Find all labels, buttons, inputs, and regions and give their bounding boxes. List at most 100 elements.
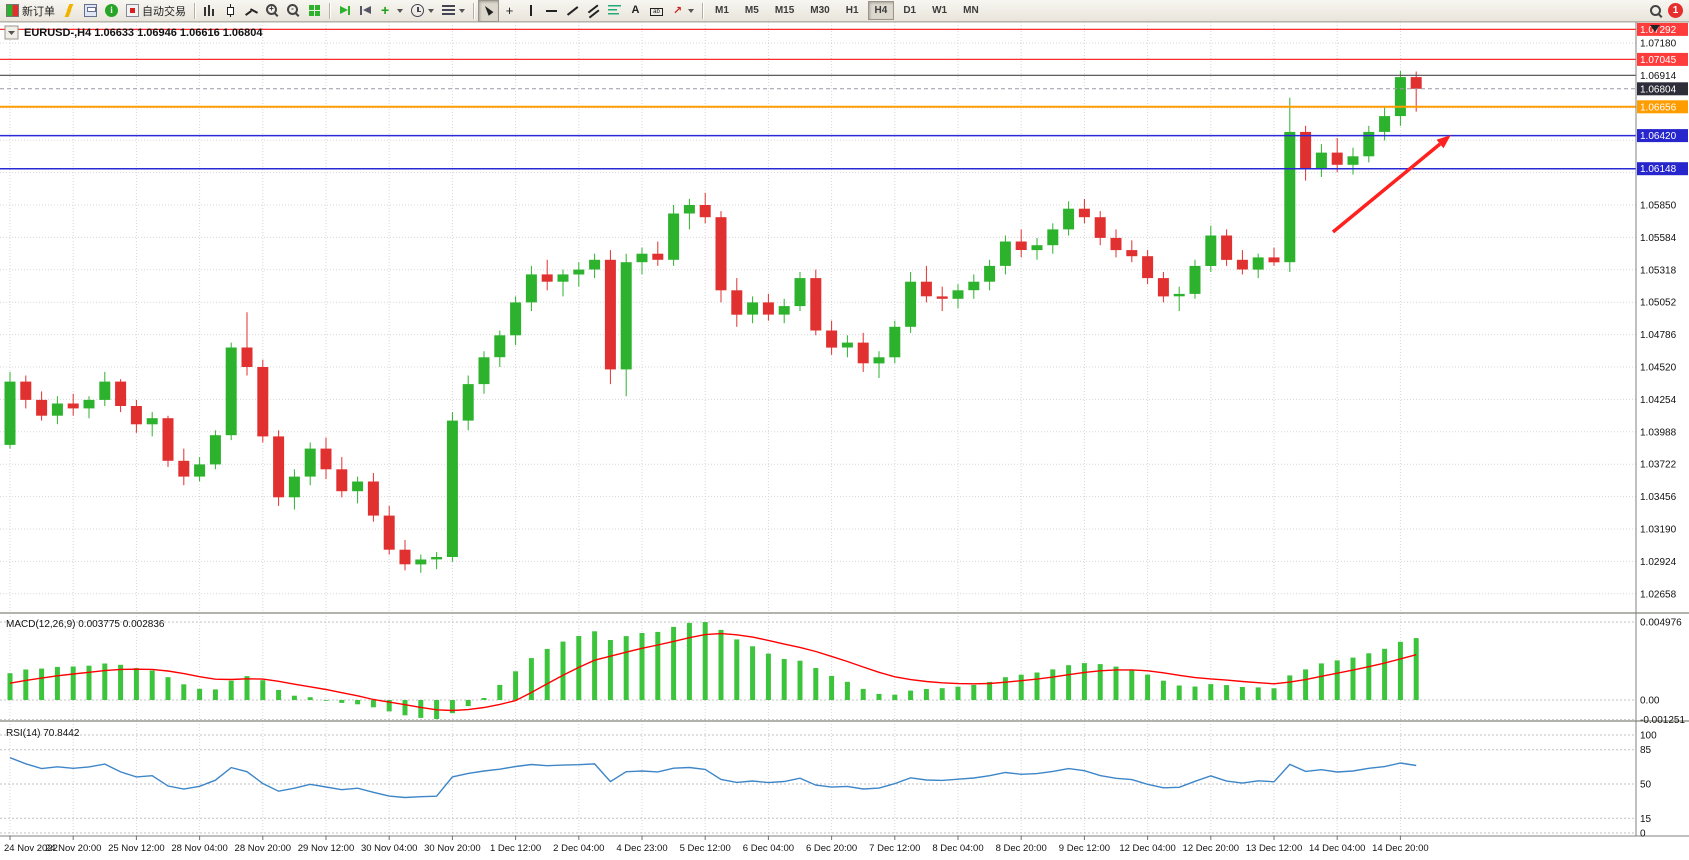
- candlestick-icon: [224, 4, 237, 17]
- svg-text:8 Dec 20:00: 8 Dec 20:00: [996, 843, 1047, 854]
- rsi-label: RSI(14) 70.8442: [6, 728, 80, 739]
- fibonacci-button[interactable]: [604, 0, 625, 22]
- periods-button[interactable]: [407, 0, 438, 22]
- bar-chart-button[interactable]: [199, 0, 220, 22]
- candlestick-button[interactable]: [220, 0, 241, 22]
- timeframe-button-M15[interactable]: M15: [774, 5, 795, 16]
- templates-icon: [442, 4, 455, 17]
- search-icon[interactable]: [1649, 4, 1662, 17]
- chevron-down-icon: [397, 8, 403, 13]
- timeframe-button-M30[interactable]: M30: [810, 5, 830, 16]
- chart-shift-marker[interactable]: [1650, 25, 1660, 32]
- svg-text:EURUSD-,H4 1.06633 1.06946 1.: EURUSD-,H4 1.06633 1.06946 1.06616 1.068…: [24, 27, 263, 39]
- svg-text:0: 0: [1640, 829, 1646, 840]
- svg-text:1.06656: 1.06656: [1640, 102, 1677, 113]
- crosshair-icon: [503, 4, 516, 17]
- svg-text:1.03722: 1.03722: [1640, 460, 1677, 471]
- svg-text:1.06148: 1.06148: [1640, 164, 1677, 175]
- zoom-in-button[interactable]: +: [262, 0, 283, 22]
- svg-text:1.05318: 1.05318: [1640, 265, 1677, 276]
- svg-text:85: 85: [1640, 745, 1652, 756]
- new-order-icon: [6, 4, 19, 17]
- horizontal-lines[interactable]: [0, 28, 1636, 170]
- info-button[interactable]: [101, 0, 122, 22]
- svg-text:7 Dec 12:00: 7 Dec 12:00: [869, 843, 920, 854]
- templates-button[interactable]: [438, 0, 469, 22]
- timeframe-button-H1[interactable]: H1: [845, 5, 859, 16]
- svg-text:30 Nov 04:00: 30 Nov 04:00: [361, 843, 418, 854]
- svg-text:100: 100: [1640, 731, 1657, 742]
- line-chart-button[interactable]: [241, 0, 262, 22]
- svg-text:1.03190: 1.03190: [1640, 525, 1677, 536]
- svg-text:8 Dec 04:00: 8 Dec 04:00: [932, 843, 983, 854]
- pane-separators[interactable]: [0, 21, 1689, 837]
- tile-windows-button[interactable]: [304, 0, 325, 22]
- text-label-button[interactable]: [646, 0, 667, 22]
- indicators-button[interactable]: [376, 0, 407, 22]
- info-icon: [105, 4, 118, 17]
- svg-text:1.03988: 1.03988: [1640, 427, 1677, 438]
- toolbar-separator: [473, 2, 474, 19]
- horizontal-line-button[interactable]: [541, 0, 562, 22]
- svg-text:28 Nov 20:00: 28 Nov 20:00: [235, 843, 292, 854]
- cursor-button[interactable]: [478, 0, 499, 22]
- timeframe-button-M1[interactable]: M1: [715, 5, 729, 16]
- chevron-down-icon: [459, 8, 465, 13]
- svg-text:1.06804: 1.06804: [1640, 84, 1677, 95]
- trend-arrow[interactable]: [1331, 135, 1451, 234]
- lightning-button[interactable]: [59, 0, 80, 22]
- timeframe-button-W1[interactable]: W1: [932, 5, 948, 16]
- lightning-icon: [63, 4, 76, 17]
- svg-text:14 Dec 04:00: 14 Dec 04:00: [1309, 843, 1366, 854]
- svg-text:9 Dec 12:00: 9 Dec 12:00: [1059, 843, 1110, 854]
- indicators-plus-icon: [380, 3, 393, 17]
- trendline-button[interactable]: [562, 0, 583, 22]
- svg-text:0.00: 0.00: [1640, 696, 1660, 707]
- chart-shift-button[interactable]: [355, 0, 376, 22]
- timeframe-button-MN[interactable]: MN: [963, 5, 979, 16]
- zoom-out-icon: -: [287, 4, 300, 17]
- crosshair-button[interactable]: [499, 0, 520, 22]
- svg-text:1 Dec 12:00: 1 Dec 12:00: [490, 843, 541, 854]
- svg-text:-0.001251: -0.001251: [1640, 715, 1685, 726]
- svg-text:1.04520: 1.04520: [1640, 363, 1677, 374]
- svg-text:29 Nov 12:00: 29 Nov 12:00: [298, 843, 355, 854]
- timeframe-button-M5[interactable]: M5: [744, 5, 759, 16]
- printer-icon: [84, 4, 97, 17]
- svg-text:1.03456: 1.03456: [1640, 492, 1677, 503]
- cursor-icon: [482, 4, 495, 17]
- auto-scroll-button[interactable]: [334, 0, 355, 22]
- toolbar-right-group: 1: [1649, 3, 1687, 18]
- horizontal-line-icon: [545, 4, 558, 17]
- text-icon: [629, 4, 642, 17]
- new-order-label: 新订单: [22, 5, 55, 18]
- printer-button[interactable]: [80, 0, 101, 22]
- svg-text:12 Dec 20:00: 12 Dec 20:00: [1183, 843, 1240, 854]
- price-axis: 1.07180 1.06914 1.05850 1.05584 1.05318 1.050…: [1637, 22, 1688, 840]
- timeframe-button-D1[interactable]: D1: [903, 5, 917, 16]
- svg-text:6 Dec 04:00: 6 Dec 04:00: [743, 843, 794, 854]
- svg-text:1.05052: 1.05052: [1640, 298, 1677, 309]
- zoom-out-button[interactable]: -: [283, 0, 304, 22]
- svg-text:30 Nov 20:00: 30 Nov 20:00: [424, 843, 481, 854]
- timeframe-group: M1 M5 M15 M30 H1 H4 D1 W1 MN: [707, 1, 987, 20]
- new-order-button[interactable]: 新订单: [2, 0, 59, 22]
- timeframe-button-H4[interactable]: H4: [867, 1, 895, 20]
- bar-chart-icon: [203, 4, 216, 17]
- svg-text:1.06420: 1.06420: [1640, 131, 1677, 142]
- autotrade-label: 自动交易: [142, 5, 186, 18]
- text-button[interactable]: [625, 0, 646, 22]
- vertical-line-button[interactable]: [520, 0, 541, 22]
- line-chart-icon: [245, 4, 258, 17]
- toolbar-separator: [329, 2, 330, 19]
- candlestick-series: [4, 71, 1422, 573]
- svg-text:1.07180: 1.07180: [1640, 39, 1677, 50]
- shapes-button[interactable]: [667, 0, 698, 22]
- notification-badge[interactable]: 1: [1668, 3, 1683, 18]
- autotrade-button[interactable]: 自动交易: [122, 0, 190, 22]
- channel-button[interactable]: [583, 0, 604, 22]
- svg-text:1.04786: 1.04786: [1640, 330, 1677, 341]
